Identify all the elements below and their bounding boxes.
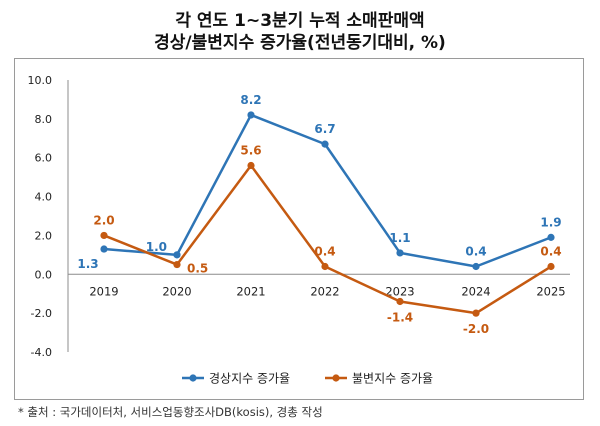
y-tick-label: -2.0 [31, 307, 52, 320]
x-tick-label: 2019 [89, 284, 118, 298]
data-point [321, 262, 329, 271]
data-point [321, 140, 329, 148]
data-label: 0.5 [187, 262, 208, 276]
data-label: 8.2 [240, 93, 261, 107]
data-label: 6.7 [314, 122, 335, 136]
data-label: 0.4 [314, 245, 335, 259]
data-label: 0.4 [540, 245, 561, 259]
x-tick-label: 2022 [310, 284, 339, 298]
x-tick-label: 2024 [461, 284, 490, 298]
data-point [547, 262, 555, 271]
data-label: 1.0 [146, 240, 167, 254]
data-point [100, 245, 108, 253]
legend-label: 경상지수 증가율 [209, 372, 290, 386]
legend-marker [332, 374, 340, 382]
legend-label: 불변지수 증가율 [352, 372, 433, 386]
y-tick-label: -4.0 [31, 346, 52, 359]
data-label: -2.0 [463, 322, 489, 336]
y-tick-label: 6.0 [35, 152, 53, 165]
data-point [396, 297, 404, 306]
legend-marker [189, 374, 197, 382]
x-tick-label: 2020 [162, 284, 191, 298]
y-tick-label: 4.0 [35, 191, 53, 204]
data-label: 5.6 [240, 143, 261, 157]
y-tick-label: 8.0 [35, 113, 53, 126]
data-point [173, 260, 181, 269]
x-tick-label: 2025 [536, 284, 565, 298]
y-tick-label: 2.0 [35, 229, 53, 242]
data-label: 0.4 [465, 245, 486, 259]
source-note: * 출처 : 국가데이터처, 서비스업동향조사DB(kosis), 경총 작성 [18, 405, 323, 419]
y-tick-label: 10.0 [28, 74, 53, 87]
data-point [396, 249, 404, 257]
data-label: 1.9 [540, 215, 561, 229]
data-point [173, 251, 181, 259]
data-point [100, 231, 108, 240]
x-tick-label: 2021 [236, 284, 265, 298]
chart-frame [14, 58, 584, 400]
chart-title-line2: 경상/불변지수 증가율(전년동기대비, %) [154, 33, 446, 53]
data-point [472, 309, 480, 317]
data-label: 1.1 [389, 231, 410, 245]
data-label: 1.3 [77, 257, 98, 271]
chart-title-line1: 각 연도 1~3분기 누적 소매판매액 [175, 11, 425, 31]
data-label: -1.4 [387, 310, 413, 324]
y-tick-label: 0.0 [35, 268, 53, 281]
x-tick-label: 2023 [385, 284, 414, 298]
data-point [547, 233, 555, 241]
data-label: 2.0 [93, 213, 114, 227]
data-point [472, 262, 480, 271]
data-point [247, 111, 255, 119]
data-point [247, 161, 255, 170]
